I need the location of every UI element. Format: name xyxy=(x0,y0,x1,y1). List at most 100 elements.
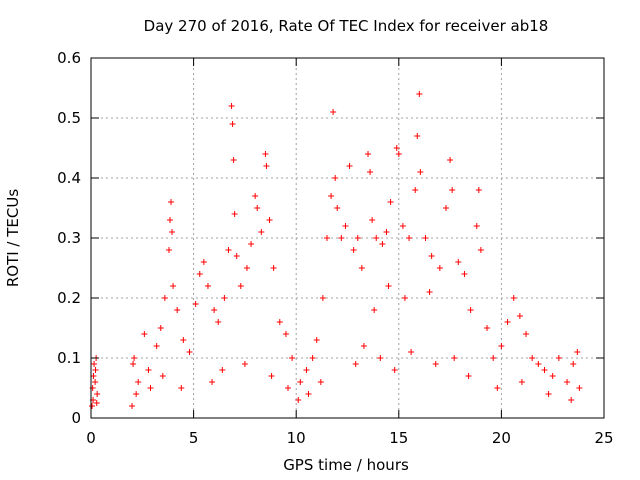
data-point xyxy=(523,331,530,337)
data-point xyxy=(215,319,222,325)
data-point xyxy=(228,103,235,109)
y-axis-label: ROTI / TECUs xyxy=(4,189,22,287)
data-point xyxy=(263,163,270,169)
data-point xyxy=(268,373,275,379)
x-tick-label: 0 xyxy=(86,429,96,447)
data-point xyxy=(399,223,406,229)
data-point xyxy=(305,391,312,397)
data-point xyxy=(570,361,577,367)
data-point xyxy=(541,367,548,373)
x-tick-label: 20 xyxy=(492,429,511,447)
data-point xyxy=(529,355,536,361)
data-point xyxy=(313,337,320,343)
data-point xyxy=(89,403,96,409)
data-point xyxy=(473,223,480,229)
data-point xyxy=(170,283,177,289)
x-tick-label: 10 xyxy=(287,429,306,447)
data-point xyxy=(297,379,304,385)
data-point xyxy=(475,187,482,193)
data-point xyxy=(354,235,361,241)
data-point xyxy=(391,367,398,373)
data-point xyxy=(130,361,137,367)
data-point xyxy=(165,247,172,253)
x-tick-label: 25 xyxy=(594,429,613,447)
data-point xyxy=(422,235,429,241)
data-point xyxy=(258,229,265,235)
data-point xyxy=(328,193,335,199)
data-point xyxy=(262,151,269,157)
data-point xyxy=(230,157,237,163)
data-point xyxy=(490,355,497,361)
data-point xyxy=(233,253,240,259)
data-point xyxy=(346,163,353,169)
data-point xyxy=(221,295,228,301)
data-point xyxy=(350,247,357,253)
data-point xyxy=(178,385,185,391)
data-point xyxy=(147,385,154,391)
data-point xyxy=(568,397,575,403)
data-point xyxy=(159,373,166,379)
y-tick-label: 0.2 xyxy=(57,289,81,307)
chart-title: Day 270 of 2016, Rate Of TEC Index for r… xyxy=(144,17,549,35)
data-point xyxy=(498,343,505,349)
data-point xyxy=(576,385,583,391)
data-point xyxy=(379,241,386,247)
data-point xyxy=(167,217,174,223)
y-tick-label: 0.6 xyxy=(57,49,81,67)
data-point xyxy=(282,331,289,337)
y-tick-label: 0 xyxy=(71,409,81,427)
data-point xyxy=(266,217,273,223)
data-point xyxy=(369,217,376,223)
data-point xyxy=(243,265,250,271)
data-point xyxy=(309,355,316,361)
data-point xyxy=(196,271,203,277)
data-point xyxy=(342,223,349,229)
data-point xyxy=(510,295,517,301)
data-point xyxy=(395,151,402,157)
data-point xyxy=(319,295,326,301)
data-point xyxy=(254,205,261,211)
data-point xyxy=(449,187,456,193)
axis-ticks: 0 5 10 15 20 25 0 0.1 0.2 0.3 0.4 0.5 0.6 xyxy=(57,49,613,447)
data-point xyxy=(549,373,556,379)
data-point xyxy=(129,403,136,409)
data-point xyxy=(161,295,168,301)
data-point xyxy=(465,373,472,379)
data-point xyxy=(252,193,259,199)
data-point xyxy=(516,313,523,319)
data-point xyxy=(417,169,424,175)
data-point xyxy=(461,271,468,277)
data-point xyxy=(436,265,443,271)
x-tick-label: 15 xyxy=(389,429,408,447)
data-point xyxy=(241,361,248,367)
data-point xyxy=(276,319,283,325)
data-point xyxy=(367,169,374,175)
data-point xyxy=(204,283,211,289)
data-point xyxy=(248,241,255,247)
data-point xyxy=(383,229,390,235)
data-point xyxy=(564,379,571,385)
data-point xyxy=(338,235,345,241)
x-tick-label: 5 xyxy=(189,429,199,447)
data-point xyxy=(168,199,175,205)
data-point xyxy=(387,199,394,205)
data-point xyxy=(289,355,296,361)
data-point xyxy=(401,295,408,301)
data-point xyxy=(360,343,367,349)
data-point xyxy=(406,235,413,241)
y-tick-label: 0.1 xyxy=(57,349,81,367)
data-point xyxy=(91,361,98,367)
data-point xyxy=(270,265,277,271)
data-point xyxy=(225,247,232,253)
grid-lines xyxy=(91,58,604,418)
data-point xyxy=(477,247,484,253)
y-tick-label: 0.5 xyxy=(57,109,81,127)
data-point xyxy=(295,397,302,403)
data-point xyxy=(323,235,330,241)
data-point xyxy=(141,331,148,337)
data-point xyxy=(377,355,384,361)
data-point xyxy=(94,391,101,397)
data-point xyxy=(174,307,181,313)
data-point xyxy=(334,205,341,211)
